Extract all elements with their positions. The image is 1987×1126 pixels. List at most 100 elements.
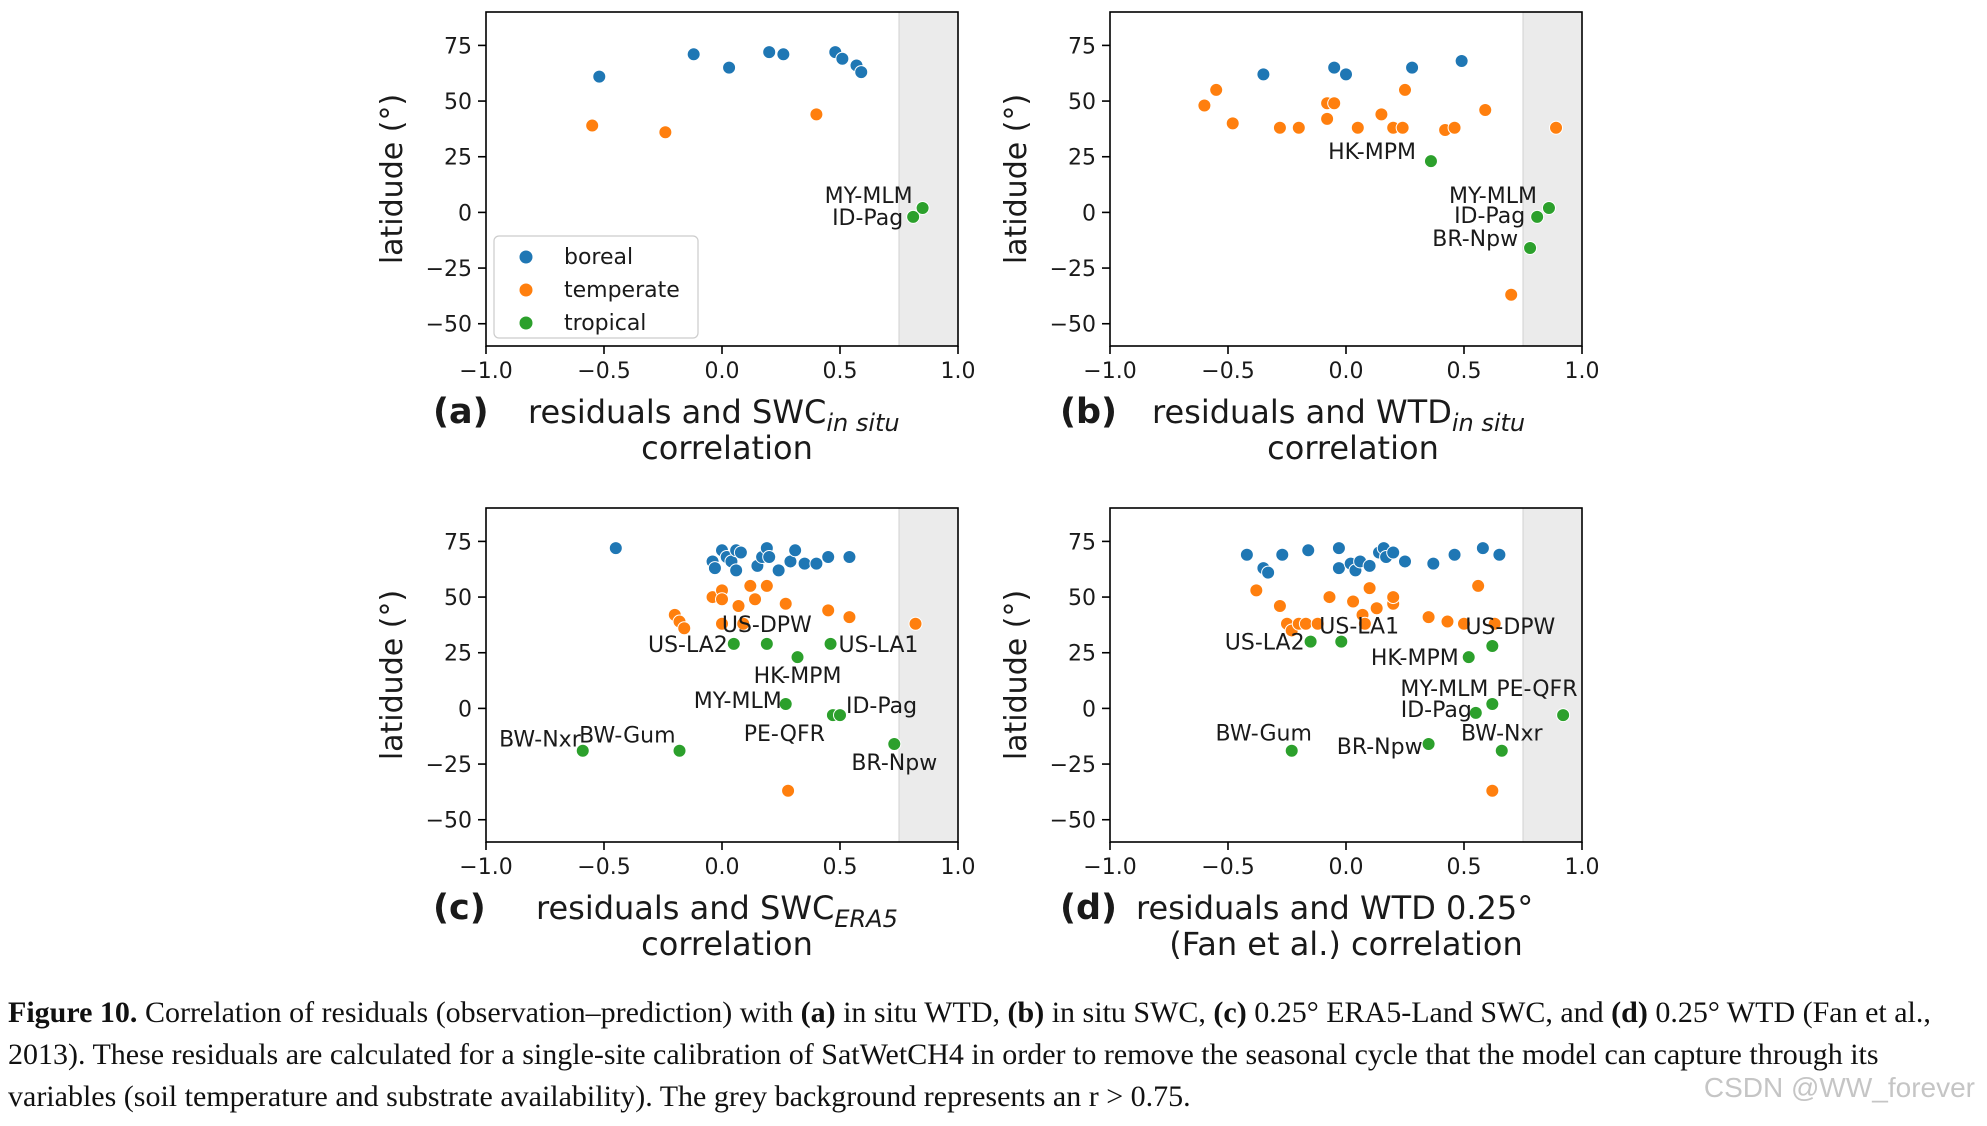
y-tick-label: 0: [458, 201, 472, 226]
point-temperate: [1504, 287, 1519, 302]
x-tick-label: −0.5: [577, 855, 630, 880]
y-tick-label: 25: [444, 146, 472, 171]
axes-frame: [485, 507, 959, 843]
point-tropical: [1494, 743, 1509, 758]
x-tick-label: 0.5: [1447, 359, 1482, 384]
x-tick-label: 0.0: [1329, 855, 1364, 880]
y-tick-label: −25: [426, 257, 472, 282]
point-boreal: [809, 556, 824, 571]
point-tropical: [672, 743, 687, 758]
figure-caption: Figure 10. Correlation of residuals (obs…: [8, 992, 1983, 1118]
point-tropical: [833, 708, 847, 723]
point-boreal: [733, 545, 748, 560]
axes-frame: [485, 11, 959, 347]
y-tick-label: 50: [444, 90, 472, 115]
point-boreal: [1447, 547, 1462, 562]
legend-label-boreal: boreal: [564, 245, 633, 270]
site-label: BW-Gum: [579, 724, 675, 749]
point-boreal: [1492, 547, 1507, 562]
y-tick-label: 25: [1068, 146, 1096, 171]
point-tropical: [1421, 737, 1436, 752]
axes-frame: [1109, 507, 1583, 843]
x-axis-label-line2: correlation: [641, 925, 813, 963]
point-temperate: [677, 621, 692, 636]
point-temperate: [1398, 82, 1412, 97]
point-temperate: [1357, 616, 1372, 631]
point-boreal: [835, 51, 850, 66]
site-label: BR-Npw: [1337, 735, 1423, 760]
panel-letter: (b): [1060, 392, 1117, 432]
x-tick-label: −0.5: [1201, 359, 1254, 384]
point-boreal: [722, 60, 737, 75]
y-tick-label: 0: [1082, 201, 1096, 226]
point-temperate: [585, 118, 600, 133]
y-tick-label: −50: [1050, 809, 1096, 834]
x-tick-label: 1.0: [941, 359, 976, 384]
panel-d: −1.0 −0.5 0.0 0.5 1.0 75 50 25 0 −25 −50 latidude (…: [999, 507, 1600, 963]
point-boreal: [771, 563, 786, 578]
point-temperate: [1327, 96, 1342, 111]
point-tropical: [915, 200, 930, 215]
legend-marker-boreal: [518, 249, 534, 265]
caption-part-5: (c): [1213, 996, 1247, 1029]
x-tick-label: −1.0: [1083, 855, 1136, 880]
x-tick-label: 0.5: [1447, 855, 1482, 880]
y-axis-label: latidude (°): [375, 94, 410, 264]
point-temperate: [809, 107, 824, 122]
site-label: BR-Npw: [851, 751, 937, 776]
site-label: US-DPW: [1465, 615, 1555, 640]
caption-part-7: (d): [1611, 996, 1648, 1029]
point-boreal: [1331, 561, 1346, 576]
point-temperate: [1225, 116, 1240, 131]
point-boreal: [1256, 67, 1271, 82]
point-temperate: [1369, 601, 1384, 616]
y-tick-label: −25: [1050, 257, 1096, 282]
point-tropical: [1541, 200, 1556, 215]
point-temperate: [1471, 578, 1486, 593]
site-label: HK-MPM: [754, 664, 842, 689]
point-tropical: [759, 636, 774, 651]
panel-letter: (a): [433, 392, 489, 432]
point-temperate: [1395, 120, 1410, 135]
y-tick-label: 25: [444, 642, 472, 667]
point-boreal: [1239, 547, 1254, 562]
point-boreal: [788, 543, 803, 558]
point-temperate: [748, 592, 763, 607]
point-temperate: [1374, 107, 1389, 122]
point-temperate: [1549, 120, 1564, 135]
point-tropical: [887, 737, 902, 752]
point-temperate: [1346, 594, 1361, 609]
point-boreal: [608, 541, 623, 556]
x-axis-label-main: residuals and WTD 0.25°: [1136, 889, 1533, 927]
point-boreal: [1454, 53, 1469, 68]
shaded-region-r-gt-0-75: [898, 507, 959, 843]
caption-part-4: in situ SWC,: [1044, 996, 1214, 1029]
point-boreal: [776, 47, 791, 62]
site-label: MY-MLM: [1400, 677, 1488, 702]
y-tick-label: −50: [426, 809, 472, 834]
caption-part-3: (b): [1007, 996, 1045, 1029]
point-temperate: [842, 610, 857, 625]
point-temperate: [1362, 581, 1377, 596]
legend-label-temperate: temperate: [564, 278, 680, 303]
point-boreal: [1398, 554, 1412, 569]
point-temperate: [1457, 616, 1471, 631]
point-temperate: [743, 578, 758, 593]
point-boreal: [707, 561, 722, 576]
point-tropical: [1530, 209, 1545, 224]
point-temperate: [1272, 598, 1287, 613]
y-axis-label: latidude (°): [999, 590, 1034, 760]
y-tick-label: 50: [1068, 90, 1096, 115]
point-boreal: [1362, 558, 1377, 573]
point-tropical: [1303, 634, 1318, 649]
x-axis-label-subscript: in situ: [1452, 409, 1525, 437]
site-label: BR-Npw: [1432, 227, 1518, 252]
point-boreal: [854, 65, 869, 80]
point-boreal: [821, 549, 836, 564]
point-temperate: [715, 616, 729, 631]
caption-part-1: (a): [800, 996, 836, 1029]
site-label: ID-Pag: [1401, 698, 1472, 723]
caption-part-8: 0.25° WTD (Fan et al., 2013). These resi…: [8, 996, 1931, 1113]
point-tropical: [1468, 705, 1483, 720]
point-temperate: [1298, 616, 1313, 631]
